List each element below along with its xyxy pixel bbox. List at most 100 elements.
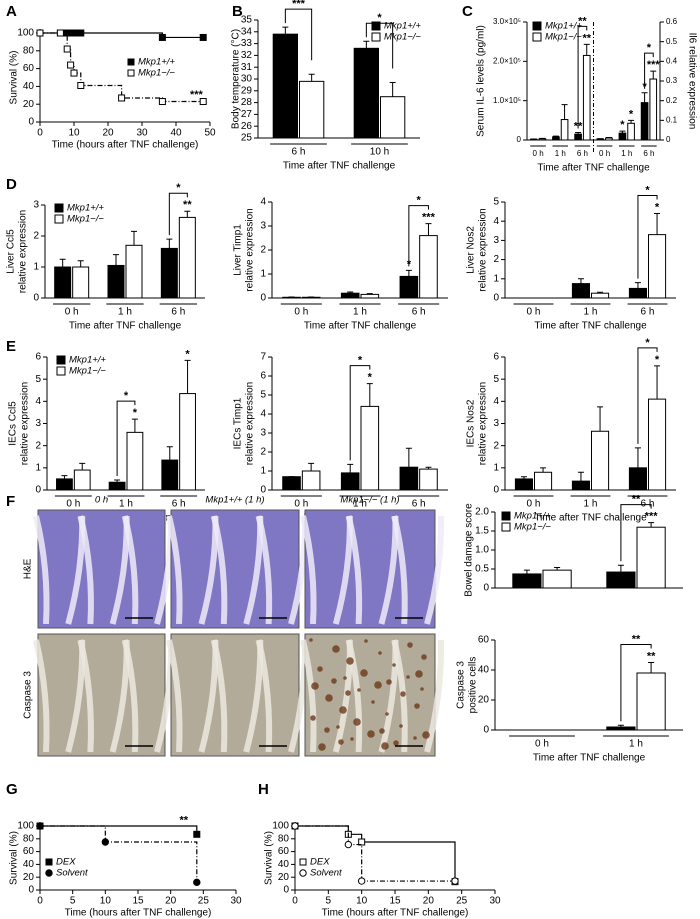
micrograph xyxy=(170,633,300,757)
significance: ** xyxy=(578,15,587,27)
x-tick-label: 40 xyxy=(170,128,182,139)
axis-title: Liver Nos2 xyxy=(466,226,477,274)
significance: * xyxy=(417,195,422,207)
y-tick-label: 0 xyxy=(483,725,489,736)
error-bar xyxy=(425,223,432,236)
survival-point xyxy=(451,877,459,885)
stain-dot xyxy=(386,679,392,685)
bar xyxy=(534,471,553,491)
y-tick-label: 80 xyxy=(278,833,290,844)
bar xyxy=(628,467,648,491)
bar xyxy=(126,431,144,491)
error-bar xyxy=(628,119,635,124)
legend-swatch xyxy=(54,203,64,213)
error-bar xyxy=(641,92,648,103)
significance: *** xyxy=(647,59,661,71)
y-tick-label: 6 xyxy=(35,352,41,363)
panel-letter: D xyxy=(6,176,17,193)
y-tick-label: 29 xyxy=(241,85,253,96)
y-tick-label: 27 xyxy=(241,109,253,120)
legend-label: DEX xyxy=(56,857,76,868)
villus xyxy=(33,639,50,753)
villus xyxy=(300,515,317,625)
villus xyxy=(210,515,228,625)
stain-dot xyxy=(407,642,413,648)
stain-dot xyxy=(422,731,430,739)
x-tick-label: 10 xyxy=(68,128,80,139)
bar xyxy=(56,478,73,491)
y2-tick-label: 0 xyxy=(666,135,671,144)
bar xyxy=(596,138,605,141)
y-tick-label: 40 xyxy=(23,859,35,870)
y-tick-label: 80 xyxy=(23,833,35,844)
x-tick-label: 1 h xyxy=(353,499,367,510)
panel-letter: E xyxy=(6,338,16,355)
stain-dot xyxy=(360,669,368,677)
y-tick-label: 5 xyxy=(493,374,499,385)
significance: * xyxy=(368,372,373,384)
bar xyxy=(178,216,196,299)
bar xyxy=(582,54,591,141)
villus xyxy=(391,515,408,625)
stain-dot xyxy=(399,724,403,728)
y-tick-label: 60 xyxy=(478,635,490,646)
bar xyxy=(636,672,666,731)
error-bar xyxy=(425,466,432,470)
survival-point xyxy=(77,82,85,90)
panel-letter: C xyxy=(462,3,473,20)
error-bar xyxy=(184,210,191,218)
stain-dot xyxy=(367,730,375,738)
legend-marker xyxy=(45,858,53,866)
error-bar xyxy=(61,475,68,479)
bar xyxy=(340,292,360,299)
axis-title: Il6 relative expression xyxy=(686,33,697,130)
error-bar xyxy=(577,471,584,482)
significance: * xyxy=(358,355,363,367)
stain-dot xyxy=(413,736,417,740)
error-bar xyxy=(617,564,624,573)
y-tick-label: 7 xyxy=(260,352,266,363)
survival-point xyxy=(199,33,207,41)
x-tick-label: 15 xyxy=(389,896,401,907)
legend-marker xyxy=(127,69,135,77)
x-tick-label: 0 h xyxy=(66,499,80,510)
axis-title: Time after TNF challenge xyxy=(534,513,647,524)
bar xyxy=(54,266,72,299)
villus xyxy=(424,639,445,753)
stain-dot xyxy=(331,678,337,684)
significance: * xyxy=(629,108,634,120)
bar xyxy=(340,472,360,491)
x-tick-label: 6 h xyxy=(641,307,655,318)
survival-point xyxy=(158,33,166,41)
axis-title: Liver Ccl5 xyxy=(6,229,17,274)
stain-dot xyxy=(332,645,340,653)
x-tick-label: 1 h xyxy=(629,739,643,750)
y-tick-label: 1.0×10⁵ xyxy=(493,96,521,105)
stain-dot xyxy=(345,690,351,696)
bracket xyxy=(644,52,654,89)
bracket xyxy=(168,192,188,236)
legend-swatch xyxy=(501,511,511,521)
bar xyxy=(542,569,572,589)
y-tick-label: 100 xyxy=(17,28,34,39)
axis-title: IECs Timp1 xyxy=(233,397,244,449)
stain-dot xyxy=(415,670,423,678)
survival-point xyxy=(344,840,353,849)
y-tick-label: 1 xyxy=(260,466,266,477)
bar xyxy=(514,478,534,491)
villus xyxy=(345,639,363,753)
axis-title: Body temperature (°C) xyxy=(231,29,242,129)
axis-title: Survival (%) xyxy=(9,831,20,885)
micrograph xyxy=(304,509,436,629)
bar xyxy=(360,405,380,491)
row-title: Caspase 3 xyxy=(23,671,34,719)
x-tick-label: 0 xyxy=(37,896,43,907)
legend-label: Mkp1+/+ xyxy=(67,203,104,214)
axis-title: relative expression xyxy=(478,208,489,291)
villus xyxy=(300,639,317,753)
stain-dot xyxy=(381,742,389,750)
bar xyxy=(591,430,610,491)
error-bar xyxy=(184,359,191,394)
y-tick-label: 4 xyxy=(35,396,41,407)
panel-letter: G xyxy=(6,781,18,798)
